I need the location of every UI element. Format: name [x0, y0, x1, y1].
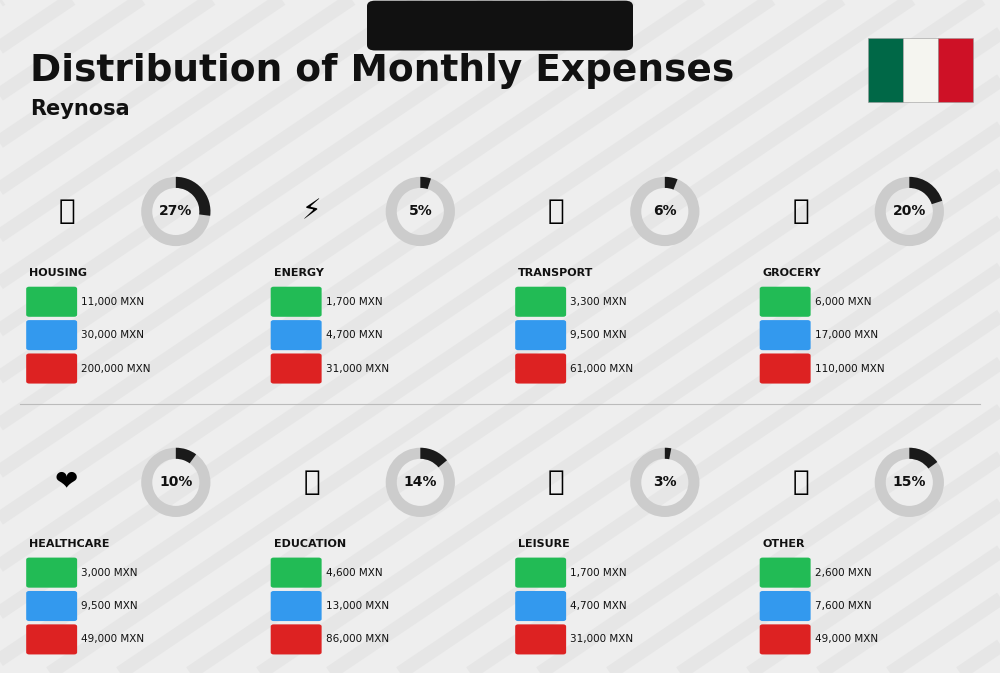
Text: ENERGY: ENERGY: [274, 269, 324, 279]
Wedge shape: [176, 448, 196, 463]
Text: 14%: 14%: [404, 475, 437, 489]
Text: 30,000 MXN: 30,000 MXN: [81, 330, 144, 340]
Wedge shape: [420, 177, 431, 189]
Wedge shape: [665, 448, 671, 459]
Text: 🦅: 🦅: [917, 65, 924, 75]
Text: MAX: MAX: [42, 364, 61, 373]
Wedge shape: [909, 448, 937, 468]
Text: 15%: 15%: [893, 475, 926, 489]
Text: 10%: 10%: [159, 475, 193, 489]
Wedge shape: [630, 177, 699, 246]
Text: 13,000 MXN: 13,000 MXN: [326, 601, 389, 611]
Text: 27%: 27%: [159, 205, 193, 219]
Text: HEALTHCARE: HEALTHCARE: [29, 539, 110, 549]
Text: 200,000 MXN: 200,000 MXN: [81, 363, 151, 374]
Text: MIN: MIN: [43, 297, 60, 306]
Text: MAX: MAX: [286, 364, 306, 373]
Text: AVG: AVG: [43, 602, 60, 610]
Text: 1,700 MXN: 1,700 MXN: [570, 567, 627, 577]
Text: 49,000 MXN: 49,000 MXN: [81, 635, 144, 645]
Text: 9,500 MXN: 9,500 MXN: [570, 330, 627, 340]
Text: 6,000 MXN: 6,000 MXN: [815, 297, 871, 307]
Wedge shape: [386, 448, 455, 517]
Text: 💰: 💰: [792, 468, 809, 497]
Text: 6%: 6%: [653, 205, 677, 219]
Wedge shape: [176, 177, 210, 216]
Text: MIN: MIN: [288, 568, 305, 577]
Text: 31,000 MXN: 31,000 MXN: [326, 363, 389, 374]
Text: 2,600 MXN: 2,600 MXN: [815, 567, 871, 577]
Text: 3%: 3%: [653, 475, 677, 489]
Text: LEISURE: LEISURE: [518, 539, 570, 549]
Text: AVG: AVG: [532, 602, 549, 610]
Text: 4,700 MXN: 4,700 MXN: [326, 330, 382, 340]
Text: AVG: AVG: [776, 330, 794, 340]
Text: 86,000 MXN: 86,000 MXN: [326, 635, 389, 645]
Text: MAX: MAX: [286, 635, 306, 644]
Wedge shape: [630, 448, 699, 517]
Text: 4,600 MXN: 4,600 MXN: [326, 567, 382, 577]
Wedge shape: [875, 177, 944, 246]
Text: 1,700 MXN: 1,700 MXN: [326, 297, 382, 307]
Text: 9,500 MXN: 9,500 MXN: [81, 601, 138, 611]
Text: ⚡: ⚡: [302, 197, 321, 225]
Wedge shape: [386, 177, 455, 246]
Text: 🛒: 🛒: [792, 197, 809, 225]
Text: MIN: MIN: [43, 568, 60, 577]
Text: AVG: AVG: [287, 602, 305, 610]
Wedge shape: [909, 177, 942, 204]
Text: MAX: MAX: [775, 364, 795, 373]
Text: 🏢: 🏢: [59, 197, 75, 225]
Text: AVG: AVG: [43, 330, 60, 340]
Text: ❤️: ❤️: [55, 468, 79, 497]
Text: OTHER: OTHER: [763, 539, 805, 549]
Text: TRANSPORT: TRANSPORT: [518, 269, 594, 279]
Wedge shape: [420, 448, 447, 467]
Text: 49,000 MXN: 49,000 MXN: [815, 635, 878, 645]
Text: 31,000 MXN: 31,000 MXN: [570, 635, 633, 645]
Text: 3,300 MXN: 3,300 MXN: [570, 297, 627, 307]
Text: 🚌: 🚌: [548, 197, 564, 225]
Text: MIN: MIN: [288, 297, 305, 306]
Text: MAX: MAX: [531, 364, 550, 373]
Text: 20%: 20%: [893, 205, 926, 219]
Wedge shape: [665, 177, 678, 190]
Text: 110,000 MXN: 110,000 MXN: [815, 363, 884, 374]
Text: MAX: MAX: [775, 635, 795, 644]
Wedge shape: [141, 448, 210, 517]
Text: 17,000 MXN: 17,000 MXN: [815, 330, 878, 340]
Text: MIN: MIN: [777, 297, 794, 306]
Text: AVG: AVG: [287, 330, 305, 340]
Text: 7,600 MXN: 7,600 MXN: [815, 601, 871, 611]
Text: AVG: AVG: [532, 330, 549, 340]
Text: EDUCATION: EDUCATION: [274, 539, 346, 549]
Text: 🛍️: 🛍️: [548, 468, 564, 497]
Text: Family: Family: [475, 17, 525, 32]
Text: MAX: MAX: [531, 635, 550, 644]
Text: Reynosa: Reynosa: [30, 99, 130, 119]
Text: MIN: MIN: [532, 297, 549, 306]
Text: 🎓: 🎓: [303, 468, 320, 497]
Text: 3,000 MXN: 3,000 MXN: [81, 567, 138, 577]
Text: HOUSING: HOUSING: [29, 269, 87, 279]
Text: Distribution of Monthly Expenses: Distribution of Monthly Expenses: [30, 52, 734, 89]
Wedge shape: [875, 448, 944, 517]
Text: MIN: MIN: [777, 568, 794, 577]
Wedge shape: [141, 177, 210, 246]
Text: AVG: AVG: [776, 602, 794, 610]
Text: MAX: MAX: [42, 635, 61, 644]
Text: GROCERY: GROCERY: [763, 269, 821, 279]
Text: MIN: MIN: [532, 568, 549, 577]
Text: 4,700 MXN: 4,700 MXN: [570, 601, 627, 611]
Text: 11,000 MXN: 11,000 MXN: [81, 297, 144, 307]
Text: 61,000 MXN: 61,000 MXN: [570, 363, 633, 374]
Text: 5%: 5%: [408, 205, 432, 219]
